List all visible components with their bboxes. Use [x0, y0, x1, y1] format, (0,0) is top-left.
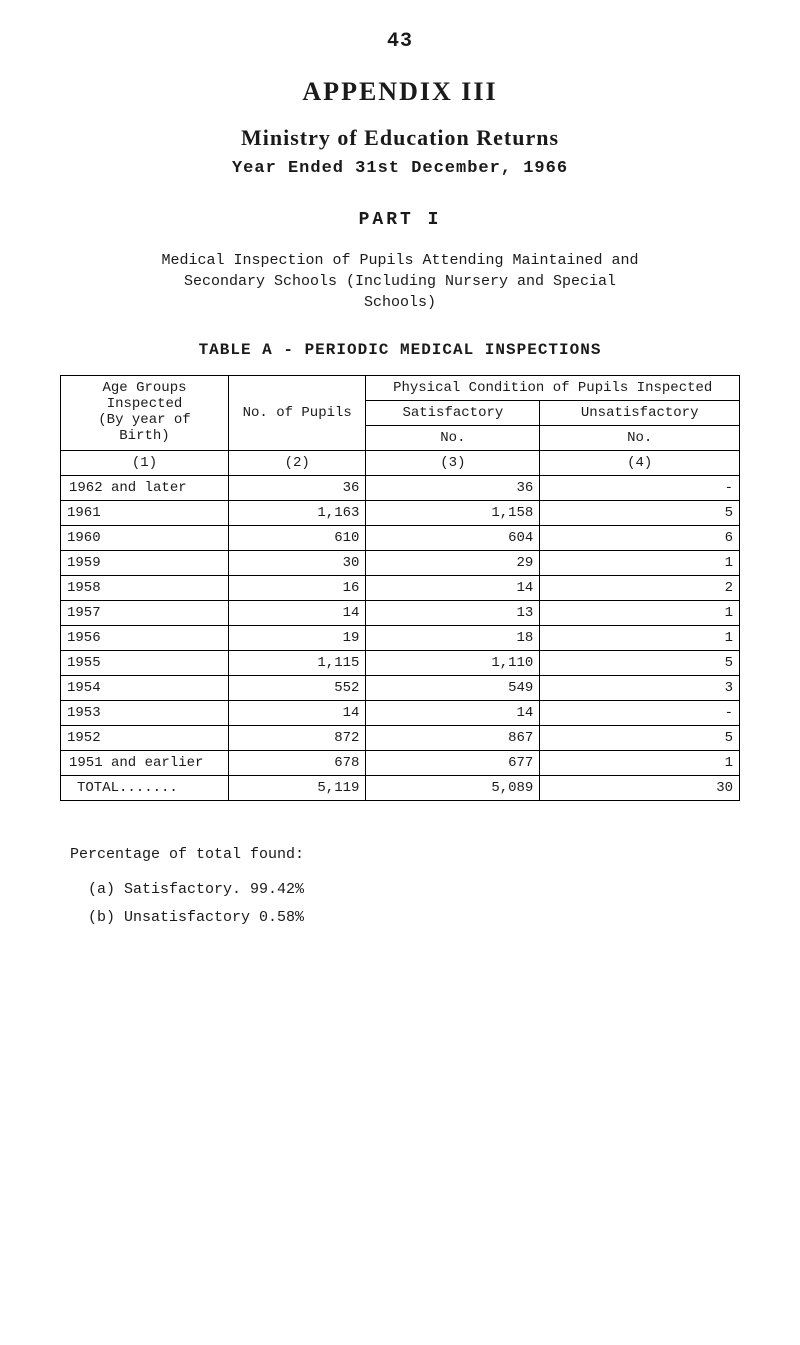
row-year: 1951 and earlier	[61, 751, 229, 776]
row-satisfactory: 677	[366, 751, 540, 776]
row-satisfactory: 867	[366, 726, 540, 751]
header-text: Inspected	[67, 396, 222, 412]
row-unsatisfactory: 1	[540, 601, 740, 626]
row-year: 1961	[61, 501, 229, 526]
row-year: 1955	[61, 651, 229, 676]
header-text: Age Groups	[67, 380, 222, 396]
row-unsatisfactory: -	[540, 476, 740, 501]
row-year: 1956	[61, 626, 229, 651]
header-no: No.	[366, 426, 540, 451]
row-pupils: 14	[229, 701, 366, 726]
row-unsatisfactory: 5	[540, 651, 740, 676]
totals-unsat: 30	[540, 776, 740, 801]
intro-line: Secondary Schools (Including Nursery and…	[80, 271, 720, 292]
appendix-heading: APPENDIX III	[60, 77, 740, 107]
colnum-4: (4)	[540, 451, 740, 476]
row-satisfactory: 549	[366, 676, 540, 701]
intro-block: Medical Inspection of Pupils Attending M…	[80, 250, 720, 313]
page-number: 43	[60, 30, 740, 53]
row-year: 1960	[61, 526, 229, 551]
row-pupils: 14	[229, 601, 366, 626]
colnum-3: (3)	[366, 451, 540, 476]
row-unsatisfactory: -	[540, 701, 740, 726]
row-year: 1952	[61, 726, 229, 751]
totals-sat: 5,089	[366, 776, 540, 801]
table-row: 1962 and later3636-	[61, 476, 740, 501]
row-year: 1953	[61, 701, 229, 726]
table-row: 1951 and earlier6786771	[61, 751, 740, 776]
row-year: 1954	[61, 676, 229, 701]
table-title: TABLE A - PERIODIC MEDICAL INSPECTIONS	[60, 341, 740, 359]
row-unsatisfactory: 5	[540, 501, 740, 526]
percentage-heading: Percentage of total found:	[70, 841, 740, 870]
row-satisfactory: 1,110	[366, 651, 540, 676]
row-pupils: 19	[229, 626, 366, 651]
header-text: Birth)	[67, 428, 222, 444]
row-pupils: 872	[229, 726, 366, 751]
table-row: 195816142	[61, 576, 740, 601]
header-no-pupils: No. of Pupils	[229, 376, 366, 451]
inspections-table: Age Groups Inspected (By year of Birth) …	[60, 375, 740, 801]
row-year: 1958	[61, 576, 229, 601]
row-year: 1959	[61, 551, 229, 576]
part-heading: PART I	[60, 210, 740, 230]
row-unsatisfactory: 1	[540, 626, 740, 651]
row-year: 1957	[61, 601, 229, 626]
page-container: 43 APPENDIX III Ministry of Education Re…	[0, 0, 800, 993]
table-body: 1962 and later3636-19611,1631,1585196061…	[61, 476, 740, 776]
row-pupils: 16	[229, 576, 366, 601]
row-satisfactory: 14	[366, 576, 540, 601]
table-row: 195930291	[61, 551, 740, 576]
row-unsatisfactory: 3	[540, 676, 740, 701]
row-unsatisfactory: 1	[540, 551, 740, 576]
table-row: 19611,1631,1585	[61, 501, 740, 526]
row-pupils: 552	[229, 676, 366, 701]
row-pupils: 1,115	[229, 651, 366, 676]
row-pupils: 36	[229, 476, 366, 501]
row-pupils: 1,163	[229, 501, 366, 526]
row-satisfactory: 29	[366, 551, 540, 576]
row-pupils: 678	[229, 751, 366, 776]
row-unsatisfactory: 2	[540, 576, 740, 601]
totals-label: TOTAL.......	[61, 776, 229, 801]
table-head: Age Groups Inspected (By year of Birth) …	[61, 376, 740, 476]
table-row: 19545525493	[61, 676, 740, 701]
row-satisfactory: 13	[366, 601, 540, 626]
year-line: Year Ended 31st December, 1966	[60, 159, 740, 178]
row-pupils: 610	[229, 526, 366, 551]
row-year: 1962 and later	[61, 476, 229, 501]
row-satisfactory: 1,158	[366, 501, 540, 526]
row-unsatisfactory: 1	[540, 751, 740, 776]
row-satisfactory: 18	[366, 626, 540, 651]
header-phys-cond: Physical Condition of Pupils Inspected	[366, 376, 740, 401]
header-satisfactory: Satisfactory	[366, 401, 540, 426]
table-row: 19551,1151,1105	[61, 651, 740, 676]
table-row: 195619181	[61, 626, 740, 651]
table-row: 19528728675	[61, 726, 740, 751]
row-unsatisfactory: 6	[540, 526, 740, 551]
intro-line: Medical Inspection of Pupils Attending M…	[80, 250, 720, 271]
percentage-block: Percentage of total found: (a) Satisfact…	[70, 841, 740, 933]
colnum-2: (2)	[229, 451, 366, 476]
header-age-groups: Age Groups Inspected (By year of Birth)	[61, 376, 229, 451]
intro-line: Schools)	[80, 292, 720, 313]
table-row: 19531414-	[61, 701, 740, 726]
row-satisfactory: 604	[366, 526, 540, 551]
percentage-unsat: (b) Unsatisfactory 0.58%	[88, 904, 740, 933]
colnum-1: (1)	[61, 451, 229, 476]
header-no: No.	[540, 426, 740, 451]
row-satisfactory: 36	[366, 476, 540, 501]
table-foot: TOTAL....... 5,119 5,089 30	[61, 776, 740, 801]
row-pupils: 30	[229, 551, 366, 576]
table-row: 19606106046	[61, 526, 740, 551]
totals-pupils: 5,119	[229, 776, 366, 801]
table-row: 195714131	[61, 601, 740, 626]
row-satisfactory: 14	[366, 701, 540, 726]
header-text: (By year of	[67, 412, 222, 428]
row-unsatisfactory: 5	[540, 726, 740, 751]
percentage-sat: (a) Satisfactory. 99.42%	[88, 876, 740, 905]
header-unsatisfactory: Unsatisfactory	[540, 401, 740, 426]
ministry-heading: Ministry of Education Returns	[60, 125, 740, 151]
